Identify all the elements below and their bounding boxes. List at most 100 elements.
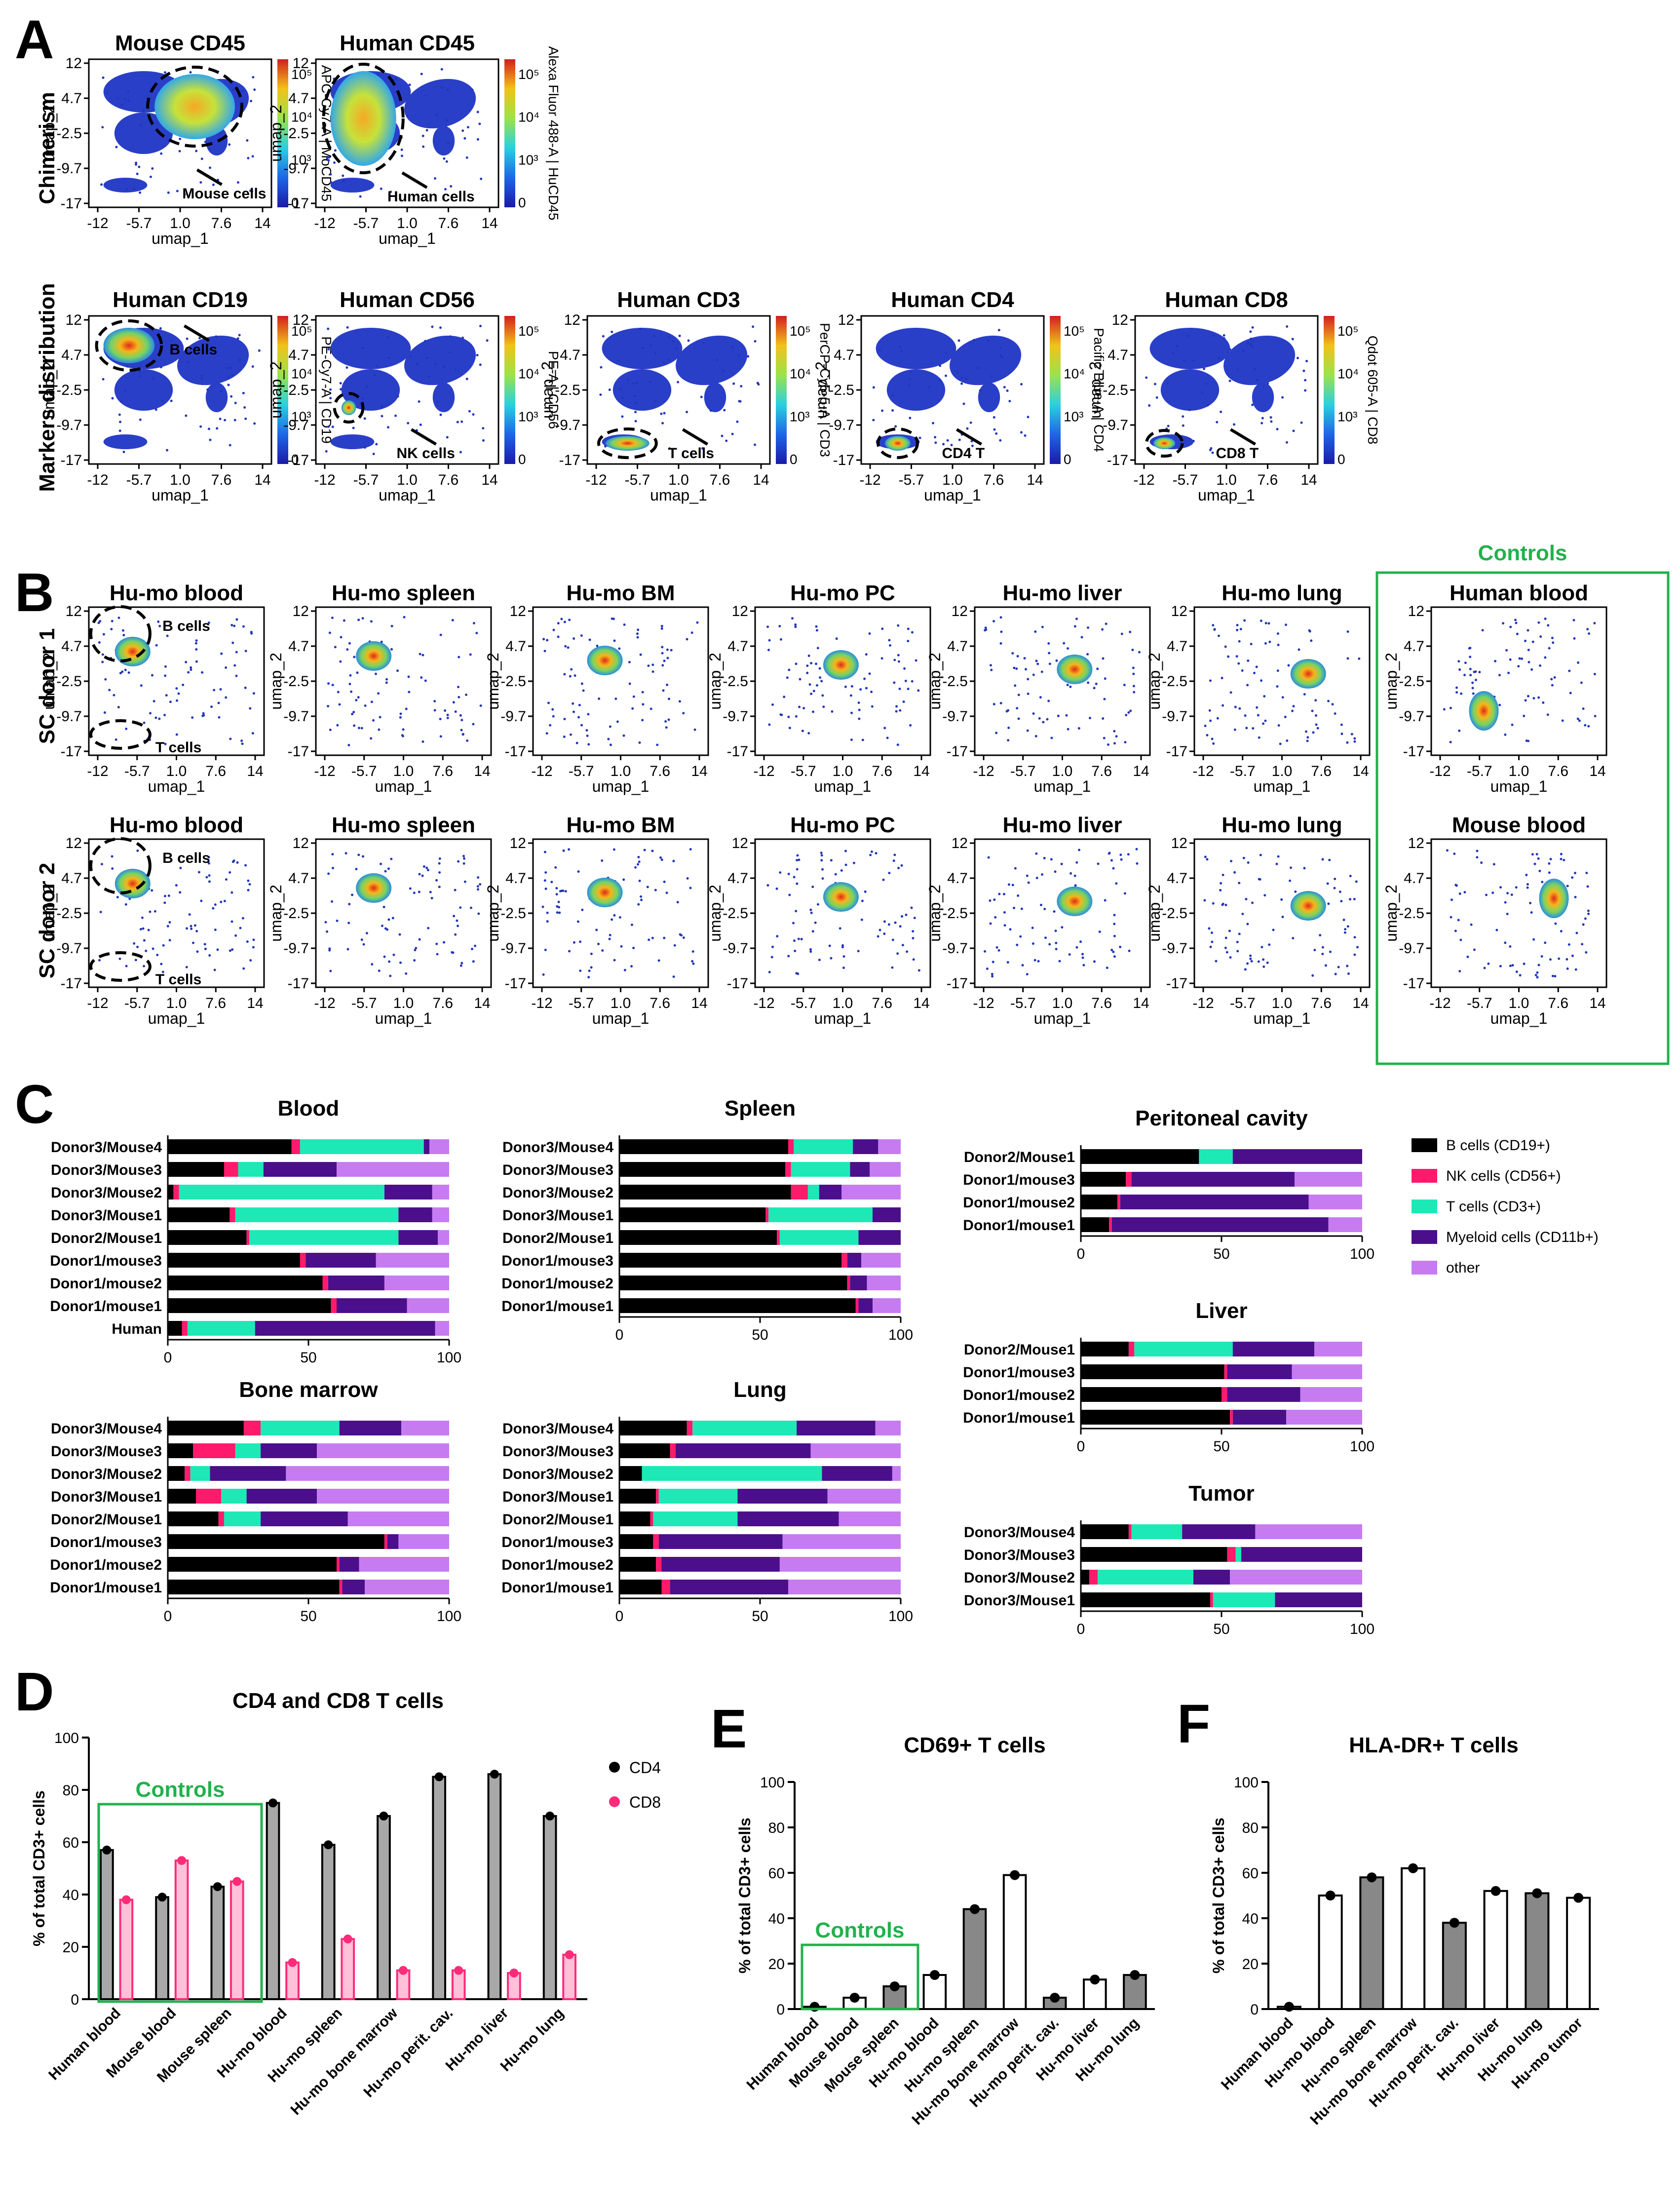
- panel-b-plot-r1-c1-dot: [175, 687, 178, 690]
- panel-a-plot-1-dot: [236, 181, 239, 184]
- panel-f-bar: [1318, 1895, 1343, 2010]
- panel-c-lung-bar-segment: [797, 1421, 876, 1435]
- panel-b-plot-r1-c2-dot: [357, 696, 360, 699]
- panel-b-plot-r2-c1-dot: [152, 947, 154, 950]
- panel-b-plot-r1-c4-dot: [865, 687, 868, 690]
- panel-b-plot-r1-c4-dot: [810, 661, 813, 664]
- panel-b-control-2-dot: [1541, 881, 1544, 884]
- panel-b-plot-r2-c1-dot: [188, 913, 191, 916]
- panel-a-plot-7-dot: [1187, 334, 1190, 337]
- panel-b-plot-r2-c5-dot: [1079, 940, 1082, 943]
- panel-b-plot-r1-c1-xlabel: umap_1: [148, 777, 205, 795]
- panel-d-point-cd8: [232, 1877, 242, 1886]
- panel-a-plot-7-dot: [1228, 380, 1231, 383]
- panel-b-plot-r1-c2-dot: [336, 724, 339, 727]
- panel-f-point: [1325, 1891, 1336, 1900]
- panel-b-plot-r2-c6-dot: [1353, 936, 1356, 939]
- panel-a-plot-4-ytick-label: -2.5: [283, 382, 309, 398]
- panel-b-control-2-dot: [1549, 958, 1552, 961]
- panel-a-plot-7-xtick-label: 1.0: [1216, 472, 1237, 488]
- panel-a-plot-5-ylabel: umap_2: [538, 361, 556, 419]
- panel-b-plot-r1-c5-dot: [1034, 735, 1037, 737]
- panel-b-plot-r1-c5-dot: [1087, 626, 1090, 629]
- panel-b-plot-r1-c6-dot: [1245, 727, 1248, 730]
- panel-b-plot-r2-c1-dot: [244, 864, 247, 867]
- panel-b-plot-r1-c4-dot: [888, 639, 891, 642]
- panel-b-plot-r1-c3-dot: [542, 638, 545, 641]
- panel-f-ytick-label: 80: [1242, 1820, 1259, 1836]
- panel-b-plot-r2-c1-dot: [190, 928, 193, 930]
- panel-b-control-1-dot: [1527, 695, 1529, 697]
- panel-b-plot-r2-c3-dot: [546, 920, 549, 923]
- panel-b-plot-r1-c1-dot: [97, 621, 100, 624]
- panel-c-tumor-bar-segment: [1182, 1524, 1256, 1539]
- panel-a-plot-6-dot: [971, 444, 974, 447]
- panel-b-plot-r1-c4-xtick-label: 14: [913, 763, 929, 779]
- panel-c-lung-category-label: Donor3/Mouse2: [502, 1466, 613, 1482]
- panel-c-peritoneal-cavity-category-label: Donor1/mouse3: [963, 1172, 1075, 1188]
- panel-b-plot-r1-c1-dot: [242, 625, 245, 628]
- panel-a-plot-1-xtick-label: 1.0: [170, 215, 191, 232]
- panel-b-control-2-dot: [1544, 941, 1547, 944]
- panel-b-plot-r1-c4-dot: [893, 681, 896, 684]
- panel-b-plot-r2-c5-dot: [1048, 943, 1051, 946]
- panel-b-plot-r1-c2-dot: [439, 718, 442, 721]
- panel-b-plot-r2-c4-dot: [818, 959, 821, 962]
- panel-b-plot-r2-c1-dot: [207, 856, 210, 859]
- panel-c-lung-bar-segment: [779, 1557, 901, 1572]
- panel-b-plot-r2-c2-dot: [348, 903, 351, 906]
- panel-a-plot-5-ytick-label: -2.5: [555, 382, 580, 398]
- panel-b-plot-r2-c6-dot: [1250, 960, 1253, 963]
- panel-b-plot-r2-c5-xtick-label: 7.6: [1091, 995, 1112, 1011]
- panel-b-control-1-dot: [1502, 622, 1505, 625]
- panel-b-control-1-dot: [1463, 673, 1466, 676]
- panel-a-plot-3-dot: [170, 399, 173, 402]
- panel-a-plot-2-cluster: [330, 178, 375, 193]
- panel-a-plot-1-dot: [120, 103, 123, 106]
- panel-c-spleen-bar-segment: [791, 1185, 808, 1200]
- panel-b-plot-r2-c6-dot: [1209, 945, 1212, 948]
- panel-a-plot-1-dot: [189, 71, 192, 74]
- panel-a-plot-7-cluster: [1252, 383, 1274, 412]
- panel-b-control-1-dot: [1539, 635, 1542, 638]
- panel-d-bar-cd8: [285, 1961, 300, 2001]
- panel-b-plot-r1-c1-b-label: B cells: [162, 618, 210, 634]
- panel-a-plot-6-dot: [934, 441, 937, 444]
- panel-b-control-2: Mouse blood-12 -5.7 1.0 7.6 14124.7-2.5-9.7-…: [1382, 813, 1607, 1027]
- panel-b-control-1-dot: [1509, 658, 1512, 661]
- panel-a-plot-6-dot: [939, 379, 942, 382]
- panel-a-plot-3-dot: [244, 417, 247, 420]
- panel-b-plot-r2-c2-dot: [463, 857, 466, 860]
- panel-b-plot-r1-c1-dot: [202, 714, 205, 717]
- panel-a-plot-2-xtick-label: 7.6: [438, 215, 459, 232]
- panel-b-plot-r2-c3-dot: [640, 895, 643, 898]
- panel-b-plot-r1-c6-xtick-label: -5.7: [1230, 763, 1256, 779]
- panel-b-control-2-dot: [1511, 964, 1514, 967]
- panel-b-plot-r2-c1-dot: [133, 942, 136, 945]
- panel-b-plot-r1-c1-dot: [124, 668, 127, 671]
- panel-a-plot-5-dot: [677, 381, 680, 384]
- panel-a-plot-7-dot: [1182, 424, 1184, 427]
- panel-b-control-2-dot: [1531, 853, 1534, 856]
- panel-a-plot-2-dot: [333, 161, 336, 164]
- panel-b-plot-r1-c6-xtick-label: -12: [1192, 763, 1214, 779]
- panel-c-lung-category-label: Donor3/Mouse1: [502, 1489, 613, 1505]
- panel-a-plot-3-dot: [122, 451, 125, 454]
- panel-b-plot-r2-c5-dot: [1033, 959, 1036, 962]
- panel-b-control-1-dot: [1523, 714, 1526, 717]
- panel-f-ytick-label: 40: [1242, 1911, 1259, 1927]
- panel-c-bone-marrow-bar-segment: [168, 1443, 193, 1458]
- panel-b-plot-r2-c5-cells: [984, 848, 1139, 978]
- panel-b-plot-r1-c5-dot: [1000, 630, 1003, 633]
- panel-b-plot-r1-c3-dot: [665, 726, 668, 729]
- panel-b-plot-r1-c5-dot: [1046, 718, 1049, 721]
- panel-b-plot-r1-c1-dot: [252, 692, 255, 695]
- panel-a-plot-2-dot: [400, 155, 403, 157]
- panel-b-plot-r2-c4-xtick-label: 14: [913, 995, 929, 1011]
- panel-b-plot-r1-c3-dot: [616, 720, 619, 723]
- panel-a-plot-4-dot: [340, 388, 343, 391]
- panel-f-ytick-label: 20: [1242, 1956, 1259, 1973]
- panel-c-peritoneal-cavity: Peritoneal cavityDonor2/Mouse1Donor1/mou…: [963, 1106, 1375, 1262]
- panel-b-plot-r1-c6-ylabel: umap_2: [1145, 653, 1163, 710]
